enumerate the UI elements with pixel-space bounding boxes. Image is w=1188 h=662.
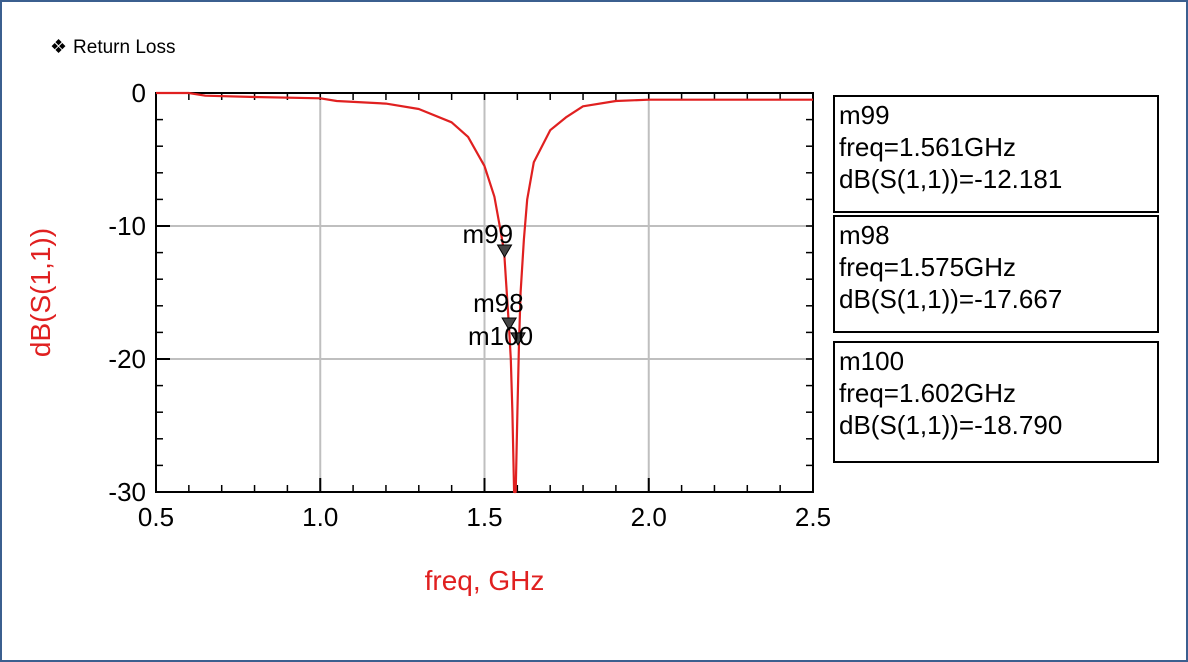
marker-readout-m100: m100 freq=1.602GHz dB(S(1,1))=-18.790: [833, 341, 1159, 463]
marker-readout-value: dB(S(1,1))=-12.181: [839, 163, 1153, 195]
marker-label: m100: [468, 321, 533, 351]
y-tick-label: -10: [108, 211, 146, 241]
marker-readout-name: m99: [839, 99, 1153, 131]
x-tick-label: 2.0: [631, 502, 667, 532]
marker-readout-freq: freq=1.575GHz: [839, 251, 1153, 283]
y-tick-label: 0: [132, 78, 146, 108]
marker-readout-m99: m99 freq=1.561GHz dB(S(1,1))=-12.181: [833, 95, 1159, 213]
x-axis-label: freq, GHz: [425, 565, 545, 596]
marker-label: m98: [473, 288, 524, 318]
marker-readout-name: m100: [839, 345, 1153, 377]
marker-label: m99: [463, 219, 514, 249]
marker-readout-freq: freq=1.602GHz: [839, 377, 1153, 409]
x-tick-label: 2.5: [795, 502, 831, 532]
x-tick-label: 1.5: [466, 502, 502, 532]
marker-readout-m98: m98 freq=1.575GHz dB(S(1,1))=-17.667: [833, 215, 1159, 333]
y-tick-label: -30: [108, 477, 146, 507]
x-tick-label: 1.0: [302, 502, 338, 532]
marker-readout-value: dB(S(1,1))=-18.790: [839, 409, 1153, 441]
marker-readout-name: m98: [839, 219, 1153, 251]
marker-readout-freq: freq=1.561GHz: [839, 131, 1153, 163]
y-tick-label: -20: [108, 344, 146, 374]
marker-readout-value: dB(S(1,1))=-17.667: [839, 283, 1153, 315]
y-axis-label: dB(S(1,1)): [25, 228, 56, 357]
